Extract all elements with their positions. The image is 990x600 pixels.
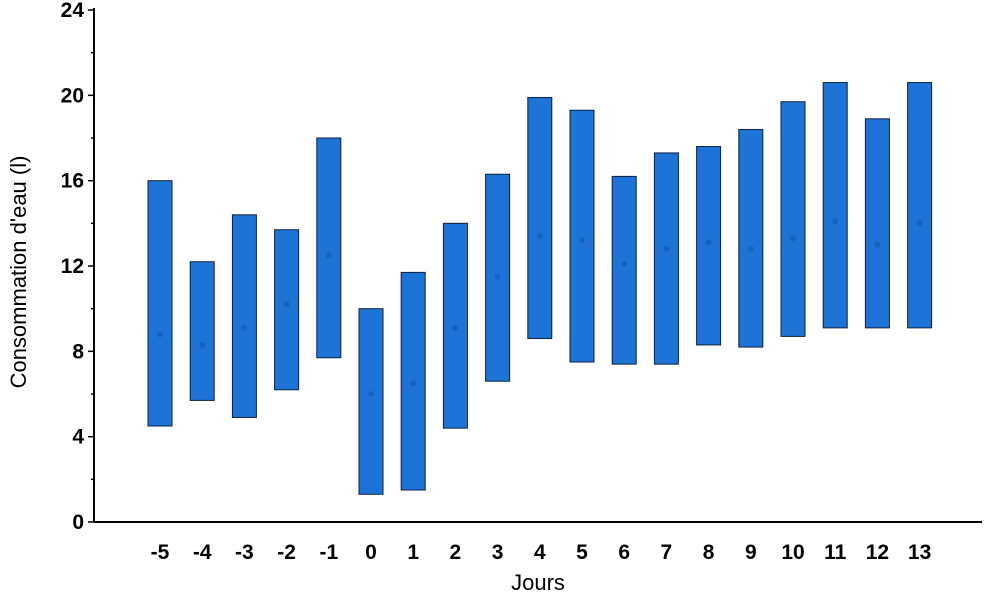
y-tick-label: 8 bbox=[72, 340, 84, 363]
x-tick-label: 9 bbox=[745, 541, 757, 564]
range-bar bbox=[653, 152, 679, 365]
x-tick-label: 6 bbox=[618, 541, 630, 564]
mean-marker bbox=[241, 324, 248, 331]
mean-marker bbox=[494, 273, 501, 280]
range-bars bbox=[147, 82, 933, 495]
range-bar bbox=[864, 118, 890, 329]
mean-marker bbox=[663, 245, 670, 252]
x-tick-label: 12 bbox=[866, 541, 889, 564]
range-bar bbox=[696, 146, 722, 346]
x-tick-label: -1 bbox=[319, 541, 338, 564]
range-bar bbox=[569, 109, 595, 363]
y-tick-label: 0 bbox=[72, 511, 84, 534]
mean-marker bbox=[452, 324, 459, 331]
mean-marker bbox=[410, 380, 417, 387]
mean-markers bbox=[157, 218, 923, 397]
y-tick-label: 4 bbox=[72, 426, 84, 449]
x-tick-label: -2 bbox=[277, 541, 296, 564]
mean-marker bbox=[747, 245, 754, 252]
x-axis-ticks: -5 -4 -3 -2 -1 0 1 2 3 4 5 6 7 8 9 10 11 12 13 bbox=[151, 541, 932, 564]
x-tick-label: 11 bbox=[824, 541, 847, 564]
x-tick-label: -5 bbox=[151, 541, 170, 564]
x-tick-label: -4 bbox=[193, 541, 212, 564]
range-bar bbox=[907, 82, 933, 329]
x-axis-title: Jours bbox=[511, 570, 565, 595]
mean-marker bbox=[874, 241, 881, 248]
range-bar bbox=[780, 101, 806, 337]
range-bar bbox=[274, 229, 300, 391]
x-tick-label: 5 bbox=[576, 541, 588, 564]
x-tick-label: 10 bbox=[781, 541, 804, 564]
mean-marker bbox=[325, 252, 332, 259]
mean-marker bbox=[199, 341, 206, 348]
y-tick-label: 16 bbox=[61, 170, 84, 193]
x-tick-label: 2 bbox=[450, 541, 462, 564]
y-axis-ticks: 0 4 8 12 16 20 24 bbox=[61, 0, 94, 534]
mean-marker bbox=[832, 218, 839, 225]
range-bar bbox=[231, 214, 257, 418]
range-bar bbox=[189, 261, 215, 401]
x-tick-label: 4 bbox=[534, 541, 546, 564]
mean-marker bbox=[157, 331, 163, 338]
range-bar bbox=[316, 137, 342, 359]
mean-marker bbox=[790, 235, 796, 242]
range-bar bbox=[738, 128, 764, 348]
y-tick-label: 20 bbox=[61, 84, 84, 107]
mean-marker bbox=[579, 237, 585, 244]
x-tick-label: 3 bbox=[492, 541, 504, 564]
x-tick-label: 1 bbox=[407, 541, 419, 564]
x-tick-label: 0 bbox=[365, 541, 377, 564]
mean-marker bbox=[916, 220, 923, 227]
mean-marker bbox=[368, 391, 374, 397]
x-tick-label: 7 bbox=[661, 541, 673, 564]
y-tick-label: 24 bbox=[61, 0, 85, 22]
y-tick-label: 12 bbox=[61, 255, 84, 278]
mean-marker bbox=[621, 260, 628, 267]
range-bar bbox=[358, 308, 384, 495]
x-tick-label: -3 bbox=[235, 541, 254, 564]
x-tick-label: 13 bbox=[908, 541, 931, 564]
range-bar bbox=[822, 82, 848, 329]
y-axis-title: Consommation d'eau (l) bbox=[6, 156, 31, 389]
range-bar bbox=[527, 96, 553, 340]
mean-marker bbox=[705, 239, 712, 246]
range-bar bbox=[147, 180, 173, 427]
mean-marker bbox=[536, 233, 543, 240]
x-tick-label: 8 bbox=[703, 541, 715, 564]
range-bar bbox=[611, 175, 637, 365]
mean-marker bbox=[283, 301, 290, 308]
